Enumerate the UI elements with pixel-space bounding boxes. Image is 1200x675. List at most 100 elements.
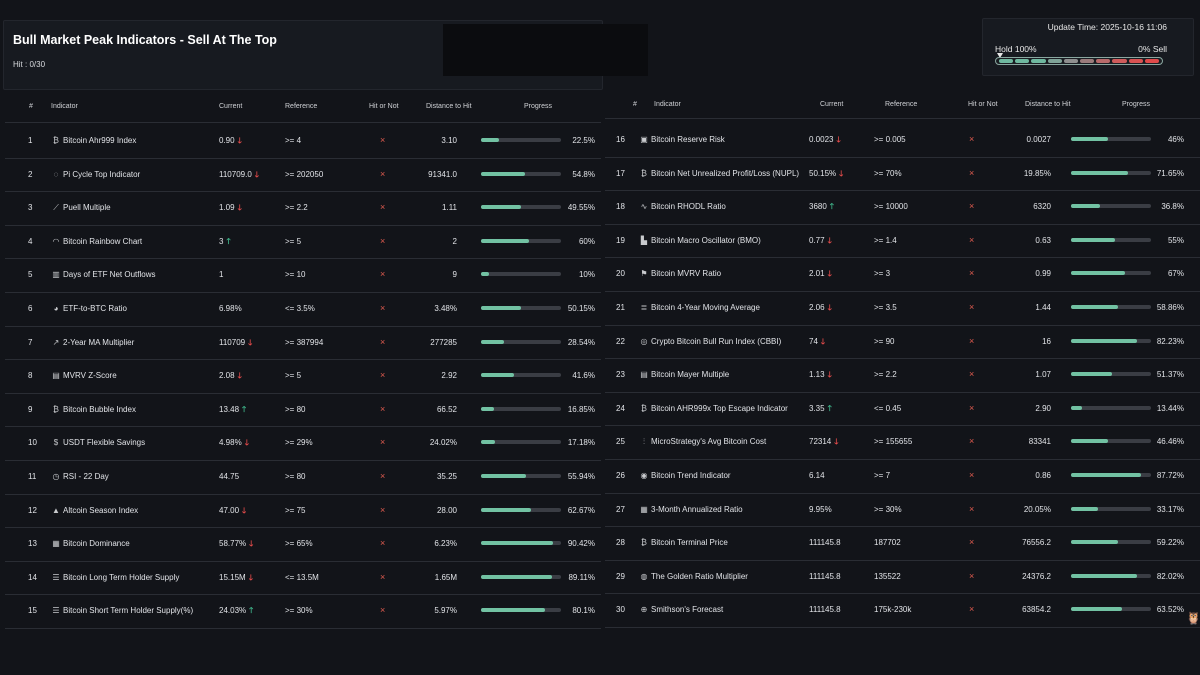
indicator-cell[interactable]: ◕ ETF-to-BTC Ratio [51, 292, 127, 326]
indicator-cell[interactable]: ▤ Bitcoin Mayer Multiple [639, 358, 729, 392]
table-row[interactable]: 5 ▥ Days of ETF Net Outflows 1 >= 10 × 9 10% [5, 258, 601, 293]
progress-percent: 82.23% [1156, 336, 1184, 346]
col-hit: Hit or Not [369, 103, 399, 110]
indicator-cell[interactable]: ☰ Bitcoin Short Term Holder Supply(%) [51, 594, 193, 628]
not-hit-icon: × [969, 167, 975, 178]
table-row[interactable]: 18 ∿ Bitcoin RHODL Ratio 3680 🡑 >= 10000 × 6320… [605, 190, 1200, 225]
table-row[interactable]: 12 ▲ Altcoin Season Index 47.00 🡓 >= 75 × 28.00… [5, 494, 601, 529]
indicator-cell[interactable]: ↗ 2-Year MA Multiplier [51, 326, 135, 360]
progress-bar [1071, 573, 1151, 578]
row-number: 5 [28, 270, 33, 280]
progress-bar-fill [481, 574, 553, 579]
table-row[interactable]: 13 ▦ Bitcoin Dominance 58.77% 🡓 >= 65% × 6.23% 9… [5, 527, 601, 562]
indicator-cell[interactable]: ◎ Crypto Bitcoin Bull Run Index (CBBI) [639, 325, 782, 359]
indicator-name: Bitcoin Macro Oscillator (BMO) [651, 235, 761, 245]
current-value: 50.15% [809, 168, 837, 178]
indicator-cell[interactable]: ▦ 3-Month Annualized Ratio [639, 493, 742, 527]
indicator-cell[interactable]: ◍ The Golden Ratio Multiplier [639, 560, 748, 594]
table-row[interactable]: 16 ▣ Bitcoin Reserve Risk 0.0023 🡓 >= 0.005 × 0… [605, 123, 1200, 158]
table-row[interactable]: 6 ◕ ETF-to-BTC Ratio 6.98% <= 3.5% × 3.48% 50.1… [5, 292, 601, 327]
table-row[interactable]: 29 ◍ The Golden Ratio Multiplier 111145.8 13… [605, 560, 1200, 595]
indicator-cell[interactable]: ◠ Bitcoin Rainbow Chart [51, 225, 143, 259]
indicator-cell[interactable]: ∿ Bitcoin RHODL Ratio [639, 190, 726, 224]
table-row[interactable]: 9 ₿ Bitcoin Bubble Index 13.48 🡑 >= 80 × 66.52 1… [5, 393, 601, 428]
table-row[interactable]: 17 ₿ Bitcoin Net Unrealized Profit/Loss (N… [605, 157, 1200, 192]
indicator-cell[interactable]: ▥ Days of ETF Net Outflows [51, 258, 155, 292]
indicator-cell[interactable]: ₿ Bitcoin Bubble Index [51, 393, 136, 427]
current-value: 111145.8 [809, 605, 841, 615]
indicator-cell[interactable]: ▲ Altcoin Season Index [51, 494, 138, 528]
indicator-icon: ☰ [52, 572, 60, 582]
indicator-cell[interactable]: ⊕ Smithson's Forecast [639, 593, 724, 627]
current-value-cell: 3680 🡑 [809, 190, 834, 224]
trend-up-icon: 🡑 [226, 236, 231, 246]
not-hit-icon: × [380, 471, 386, 481]
indicator-cell[interactable]: ₿ Bitcoin Net Unrealized Profit/Loss (NUP… [639, 157, 799, 191]
indicator-cell[interactable]: ⫶ MicroStrategy's Avg Bitcoin Cost [639, 425, 766, 459]
progress-percent: 82.02% [1156, 571, 1184, 581]
table-row[interactable]: 24 ₿ Bitcoin AHR999x Top Escape Indicator 3… [605, 392, 1200, 427]
indicator-cell[interactable]: $ USDT Flexible Savings [51, 426, 145, 460]
gauge-segment [1144, 59, 1160, 63]
indicator-cell[interactable]: ☰ Bitcoin Long Term Holder Supply [51, 561, 179, 595]
indicator-icon: ₿ [53, 136, 59, 145]
table-row[interactable]: 8 ▤ MVRV Z-Score 2.08 🡓 >= 5 × 2.92 41.6% [5, 359, 601, 394]
progress-bar-fill [1071, 237, 1115, 242]
not-hit-icon: × [380, 303, 386, 313]
progress-bar [481, 574, 561, 579]
table-row[interactable]: 28 ₿ Bitcoin Terminal Price 111145.8 187702 ×… [605, 526, 1200, 561]
distance-value: 16 [1042, 336, 1051, 346]
indicator-cell[interactable]: ₿ Bitcoin Ahr999 Index [51, 124, 136, 158]
current-value: 72314 [809, 437, 832, 447]
table-row[interactable]: 22 ◎ Crypto Bitcoin Bull Run Index (CBBI) 7… [605, 325, 1200, 360]
indicator-cell[interactable]: ▙ Bitcoin Macro Oscillator (BMO) [639, 224, 761, 258]
trend-down-icon: 🡓 [827, 235, 832, 245]
table-row[interactable]: 23 ▤ Bitcoin Mayer Multiple 1.13 🡓 >= 2.2 × 1.0… [605, 358, 1200, 393]
indicator-cell[interactable]: ▣ Bitcoin Reserve Risk [639, 123, 725, 157]
table-row[interactable]: 21 ≣ Bitcoin 4-Year Moving Average 2.06 🡓 >= … [605, 291, 1200, 326]
indicator-cell[interactable]: ▤ MVRV Z-Score [51, 359, 116, 393]
table-row[interactable]: 26 ◉ Bitcoin Trend Indicator 6.14 >= 7 × 0.86 8… [605, 459, 1200, 494]
table-row[interactable]: 30 ⊕ Smithson's Forecast 111145.8 175k-230k ×… [605, 593, 1200, 628]
table-row[interactable]: 3 ⟋ Puell Multiple 1.09 🡓 >= 2.2 × 1.11 49.55% [5, 191, 601, 226]
distance-value: 2.90 [1035, 403, 1051, 413]
col-current: Current [820, 101, 844, 108]
progress-percent: 16.85% [567, 404, 595, 414]
placeholder-block [443, 24, 648, 76]
current-value: 1.13 [809, 370, 825, 380]
col-indicator: Indicator [51, 103, 78, 110]
indicator-cell[interactable]: ≣ Bitcoin 4-Year Moving Average [639, 291, 760, 325]
indicator-cell[interactable]: ⚑ Bitcoin MVRV Ratio [639, 257, 721, 291]
table-row[interactable]: 11 ◷ RSI - 22 Day 44.75 >= 80 × 35.25 55.94% [5, 460, 601, 495]
reference-value: 187702 [874, 538, 901, 548]
gauge-segment [1128, 59, 1143, 63]
indicator-cell[interactable]: ◉ Bitcoin Trend Indicator [639, 459, 731, 493]
current-value-cell: 24.03% 🡑 [219, 594, 253, 628]
table-row[interactable]: 14 ☰ Bitcoin Long Term Holder Supply 15.15M… [5, 561, 601, 596]
indicator-icon: ◍ [640, 571, 648, 581]
table-row[interactable]: 2 ◌ Pi Cycle Top Indicator 110709.0 🡓 >= 2020… [5, 158, 601, 193]
table-row[interactable]: 19 ▙ Bitcoin Macro Oscillator (BMO) 0.77 🡓 >=… [605, 224, 1200, 259]
current-value-cell: 111145.8 [809, 560, 841, 594]
table-row[interactable]: 25 ⫶ MicroStrategy's Avg Bitcoin Cost 72314… [605, 425, 1200, 460]
table-row[interactable]: 4 ◠ Bitcoin Rainbow Chart 3 🡑 >= 5 × 2 60% [5, 225, 601, 260]
row-number: 10 [28, 438, 37, 448]
table-row[interactable]: 10 $ USDT Flexible Savings 4.98% 🡓 >= 29% × 24.… [5, 426, 601, 461]
progress-bar [1071, 237, 1151, 242]
table-row[interactable]: 1 ₿ Bitcoin Ahr999 Index 0.90 🡓 >= 4 × 3.10 22.5… [5, 124, 601, 159]
indicator-cell[interactable]: ₿ Bitcoin Terminal Price [639, 526, 728, 560]
indicator-cell[interactable]: ◷ RSI - 22 Day [51, 460, 109, 494]
table-row[interactable]: 27 ▦ 3-Month Annualized Ratio 9.95% >= 30% × 2… [605, 493, 1200, 528]
indicator-cell[interactable]: ⟋ Puell Multiple [51, 191, 110, 225]
indicator-cell[interactable]: ▦ Bitcoin Dominance [51, 527, 129, 561]
sell-label: 0% Sell [1138, 44, 1167, 54]
trend-down-icon: 🡓 [827, 269, 832, 279]
table-row[interactable]: 7 ↗ 2-Year MA Multiplier 110709 🡓 >= 387994 × 2… [5, 326, 601, 361]
table-row[interactable]: 15 ☰ Bitcoin Short Term Holder Supply(%) 24… [5, 594, 601, 629]
table-row[interactable]: 20 ⚑ Bitcoin MVRV Ratio 2.01 🡓 >= 3 × 0.99 67% [605, 257, 1200, 292]
progress-percent: 90.42% [567, 539, 595, 549]
indicator-cell[interactable]: ₿ Bitcoin AHR999x Top Escape Indicator [639, 392, 788, 426]
progress-bar [1071, 170, 1151, 175]
current-value-cell: 50.15% 🡓 [809, 157, 843, 191]
indicator-cell[interactable]: ◌ Pi Cycle Top Indicator [51, 158, 141, 192]
